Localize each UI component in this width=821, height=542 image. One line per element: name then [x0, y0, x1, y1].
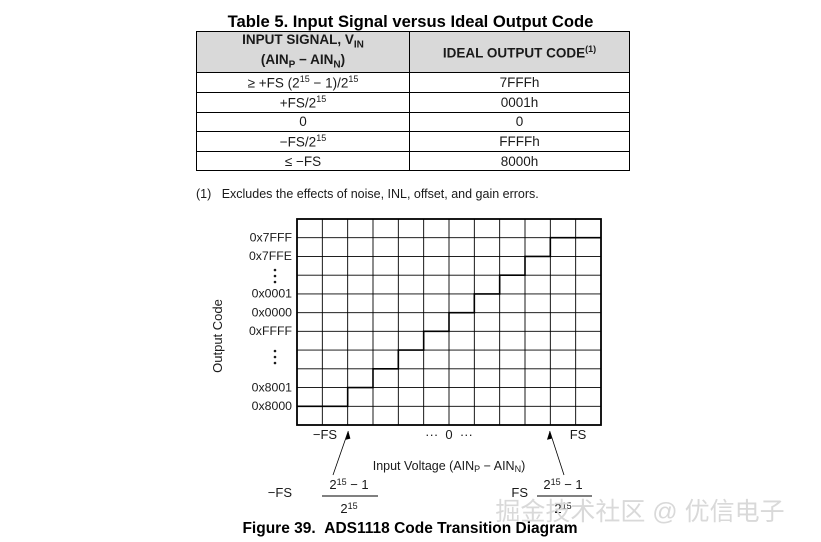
svg-text:−FS: −FS: [313, 427, 338, 442]
svg-text:Input Voltage (AINP − AINN): Input Voltage (AINP − AINN): [373, 459, 526, 474]
svg-text:0x0000: 0x0000: [252, 305, 293, 319]
svg-text:0xFFFF: 0xFFFF: [249, 324, 293, 338]
svg-text:215: 215: [340, 501, 357, 516]
svg-text:0x8000: 0x8000: [252, 399, 293, 413]
svg-text:−FS: −FS: [268, 485, 293, 500]
svg-text:Figure 39. ADS1118 Code Trans: Figure 39. ADS1118 Code Transition Diagr…: [242, 520, 577, 537]
svg-text:0x7FFE: 0x7FFE: [249, 249, 292, 263]
svg-text:FS: FS: [570, 427, 587, 442]
svg-text:0x8001: 0x8001: [252, 380, 293, 394]
svg-text:Output Code: Output Code: [210, 299, 225, 373]
svg-text:0x7FFF: 0x7FFF: [250, 231, 293, 245]
svg-text:··· 0 ···: ··· 0 ···: [425, 427, 473, 442]
svg-text:215 − 1: 215 − 1: [543, 477, 582, 492]
svg-text:0x0001: 0x0001: [252, 287, 293, 301]
svg-text:215 − 1: 215 − 1: [329, 477, 368, 492]
